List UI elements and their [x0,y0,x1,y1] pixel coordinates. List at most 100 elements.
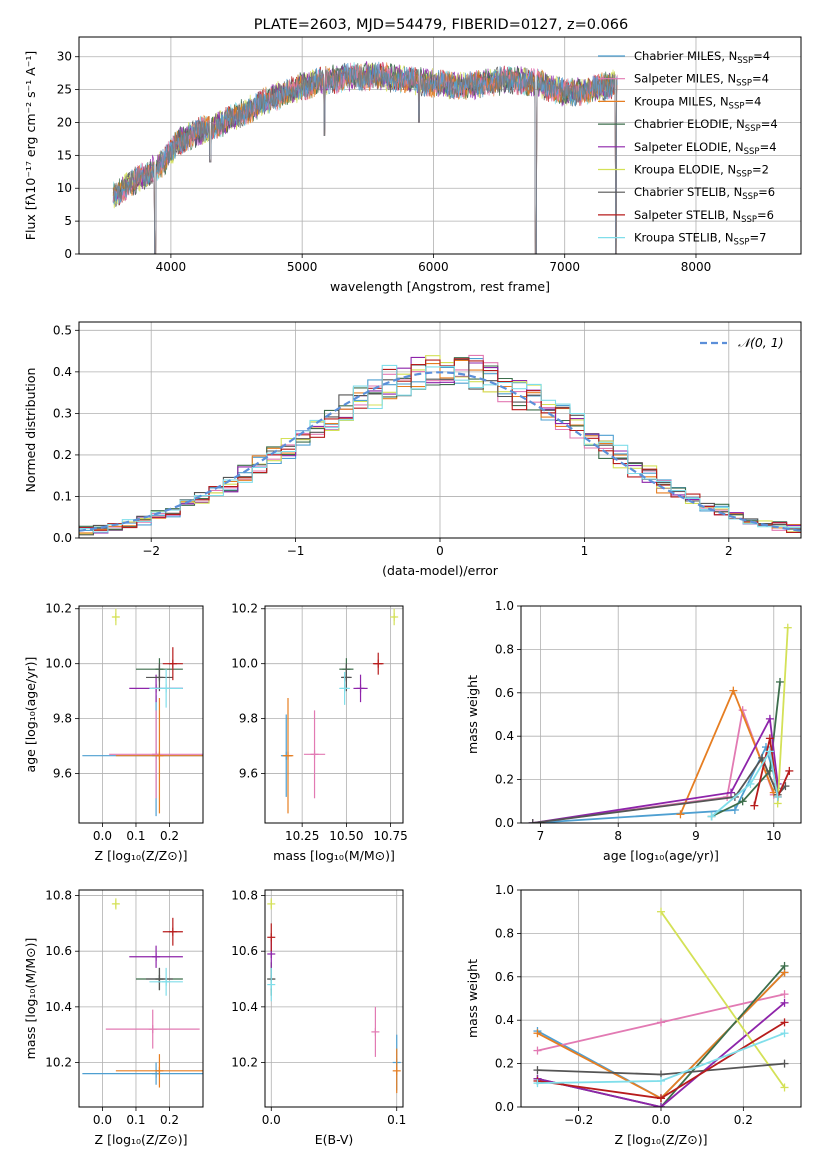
y-axis-label: Normed distribution [23,368,38,493]
axes-frame [264,889,404,1108]
plot-area [112,60,618,254]
spectrum-data-line [112,63,618,254]
y-tick-label: 9.6 [239,767,258,781]
y-tick-label: 0.4 [495,1013,514,1027]
plot-area [82,898,203,1088]
legend-tail: =6 [758,185,775,199]
y-tick-label: 10.2 [45,602,72,616]
series-line-kroupa_elodie [660,911,786,1089]
y-tick-label: 0.2 [495,773,514,787]
point-salpeter_stelib [372,652,384,675]
x-tick-label: 9 [692,829,700,843]
y-axis-label: age [log₁₀(age/yr)] [23,657,38,773]
age-vs-mass-panel: 10.25 10.50 10.75 9.6 9.8 10.0 10.2 mass [log₁₀… [231,602,408,863]
plot-area [79,354,801,536]
x-tick-label: 0.0 [651,1113,670,1127]
point-kroupa_stelib [149,967,183,996]
series-line-salpeter_elodie [537,1002,786,1107]
point-kroupa_miles [282,698,294,814]
legend-text: Kroupa STELIB, N [634,231,734,245]
y-axis-label: mass weight [465,959,480,1038]
series-line-kroupa_elodie [776,627,789,804]
y-tick-label: 0.4 [495,729,514,743]
y-tick-label: 25 [57,83,72,97]
y-tick-label: 0.0 [53,531,72,545]
legend-entry: Chabrier MILES, NSSP=4 [634,49,770,66]
point-kroupa_elodie [390,608,399,626]
point-salpeter_miles [371,1006,380,1057]
legend-subscript: SSP [744,147,760,157]
legend-subscript: SSP [745,124,761,134]
legend-subscript: SSP [742,192,758,202]
y-axis-label: mass [log₁₀(M/M⊙)] [23,938,38,1060]
legend-tail: =4 [760,140,777,154]
x-axis-label: Z [log₁₀(Z/Z⊙)] [615,1132,708,1147]
point-kroupa_elodie [111,608,120,626]
x-tick-label: 10.75 [373,829,407,843]
y-tick-label: 9.6 [53,767,72,781]
x-tick-label: 10 [766,829,781,843]
y-tick-label: 0.2 [495,1057,514,1071]
legend-tail: =7 [749,231,766,245]
histogram-chabrier_stelib [79,358,801,536]
x-tick-label: 0.1 [126,1113,145,1127]
x-axis-label: wavelength [Angstrom, rest frame] [330,279,550,294]
point-kroupa_stelib [339,671,350,705]
legend-text: Kroupa ELODIE, N [634,163,736,177]
x-tick-label: 0.1 [387,1113,406,1127]
mass-vs-reddening-panel: 0.0 0.1 10.2 10.4 10.6 10.8 E(B-V) [231,889,406,1147]
x-tick-label: 0.2 [160,829,179,843]
y-tick-label: 10 [57,181,72,195]
point-chabrier_stelib [146,967,173,991]
x-tick-label: 5000 [287,260,318,274]
y-tick-label: 10.2 [231,1055,258,1069]
point-chabrier_stelib [341,663,352,692]
legend-entry: Salpeter STELIB, NSSP=6 [634,208,774,225]
x-axis-label: E(B-V) [315,1132,354,1147]
axes-frame [78,889,204,1108]
legend-tail: =6 [757,208,774,222]
legend-text: Chabrier MILES, N [634,49,737,63]
y-tick-label: 0.4 [53,365,72,379]
legend-text: Kroupa MILES, N [634,94,729,108]
x-axis-label: (data-model)/error [382,563,499,578]
x-axis-label: age [log₁₀(age/yr)] [603,848,719,863]
figure-title: PLATE=2603, MJD=54479, FIBERID=0127, z=0… [254,17,628,33]
legend-subscript: SSP [741,215,757,225]
y-tick-label: 0.2 [53,448,72,462]
point-salpeter_stelib [162,647,183,681]
legend-text: Chabrier ELODIE, N [634,117,745,131]
legend-text: Chabrier STELIB, N [634,185,742,199]
legend-subscript: SSP [737,56,753,66]
y-tick-label: 10.0 [45,657,72,671]
axes-frame [520,605,802,824]
legend-entry: Kroupa ELODIE, NSSP=2 [634,163,769,180]
legend-text: Salpeter ELODIE, N [634,140,744,154]
x-tick-label: 0 [436,544,444,558]
legend-tail: =4 [761,117,778,131]
legend-tail: =4 [753,49,770,63]
legend-subscript: SSP [734,238,750,248]
legend-subscript: SSP [736,170,752,180]
x-tick-label: 6000 [418,260,449,274]
legend-entry: Chabrier ELODIE, NSSP=4 [634,117,778,134]
x-tick-label: 8000 [681,260,712,274]
x-tick-label: −1 [287,544,305,558]
x-tick-label: −0.2 [564,1113,593,1127]
y-tick-label: 10.6 [45,944,72,958]
y-tick-label: 0.8 [495,642,514,656]
legend-tail: =2 [752,163,769,177]
residuals-panel: −2 −1 0 1 2 0.0 0.1 0.2 0.3 0.4 0.5 (data-model)/er… [23,321,802,578]
y-tick-label: 0.0 [495,816,514,830]
x-axis-label: Z [log₁₀(Z/Z⊙)] [95,1132,188,1147]
x-tick-label: 7 [537,829,545,843]
y-tick-label: 10.2 [231,602,258,616]
point-salpeter_miles [105,1009,200,1049]
legend-entry: Salpeter MILES, NSSP=4 [634,72,769,89]
plot-area [533,907,789,1107]
y-tick-label: 9.8 [53,712,72,726]
y-tick-label: 1.0 [495,883,514,897]
x-tick-label: 2 [725,544,733,558]
x-tick-label: 0.2 [734,1113,753,1127]
y-tick-label: 10.8 [45,889,72,903]
